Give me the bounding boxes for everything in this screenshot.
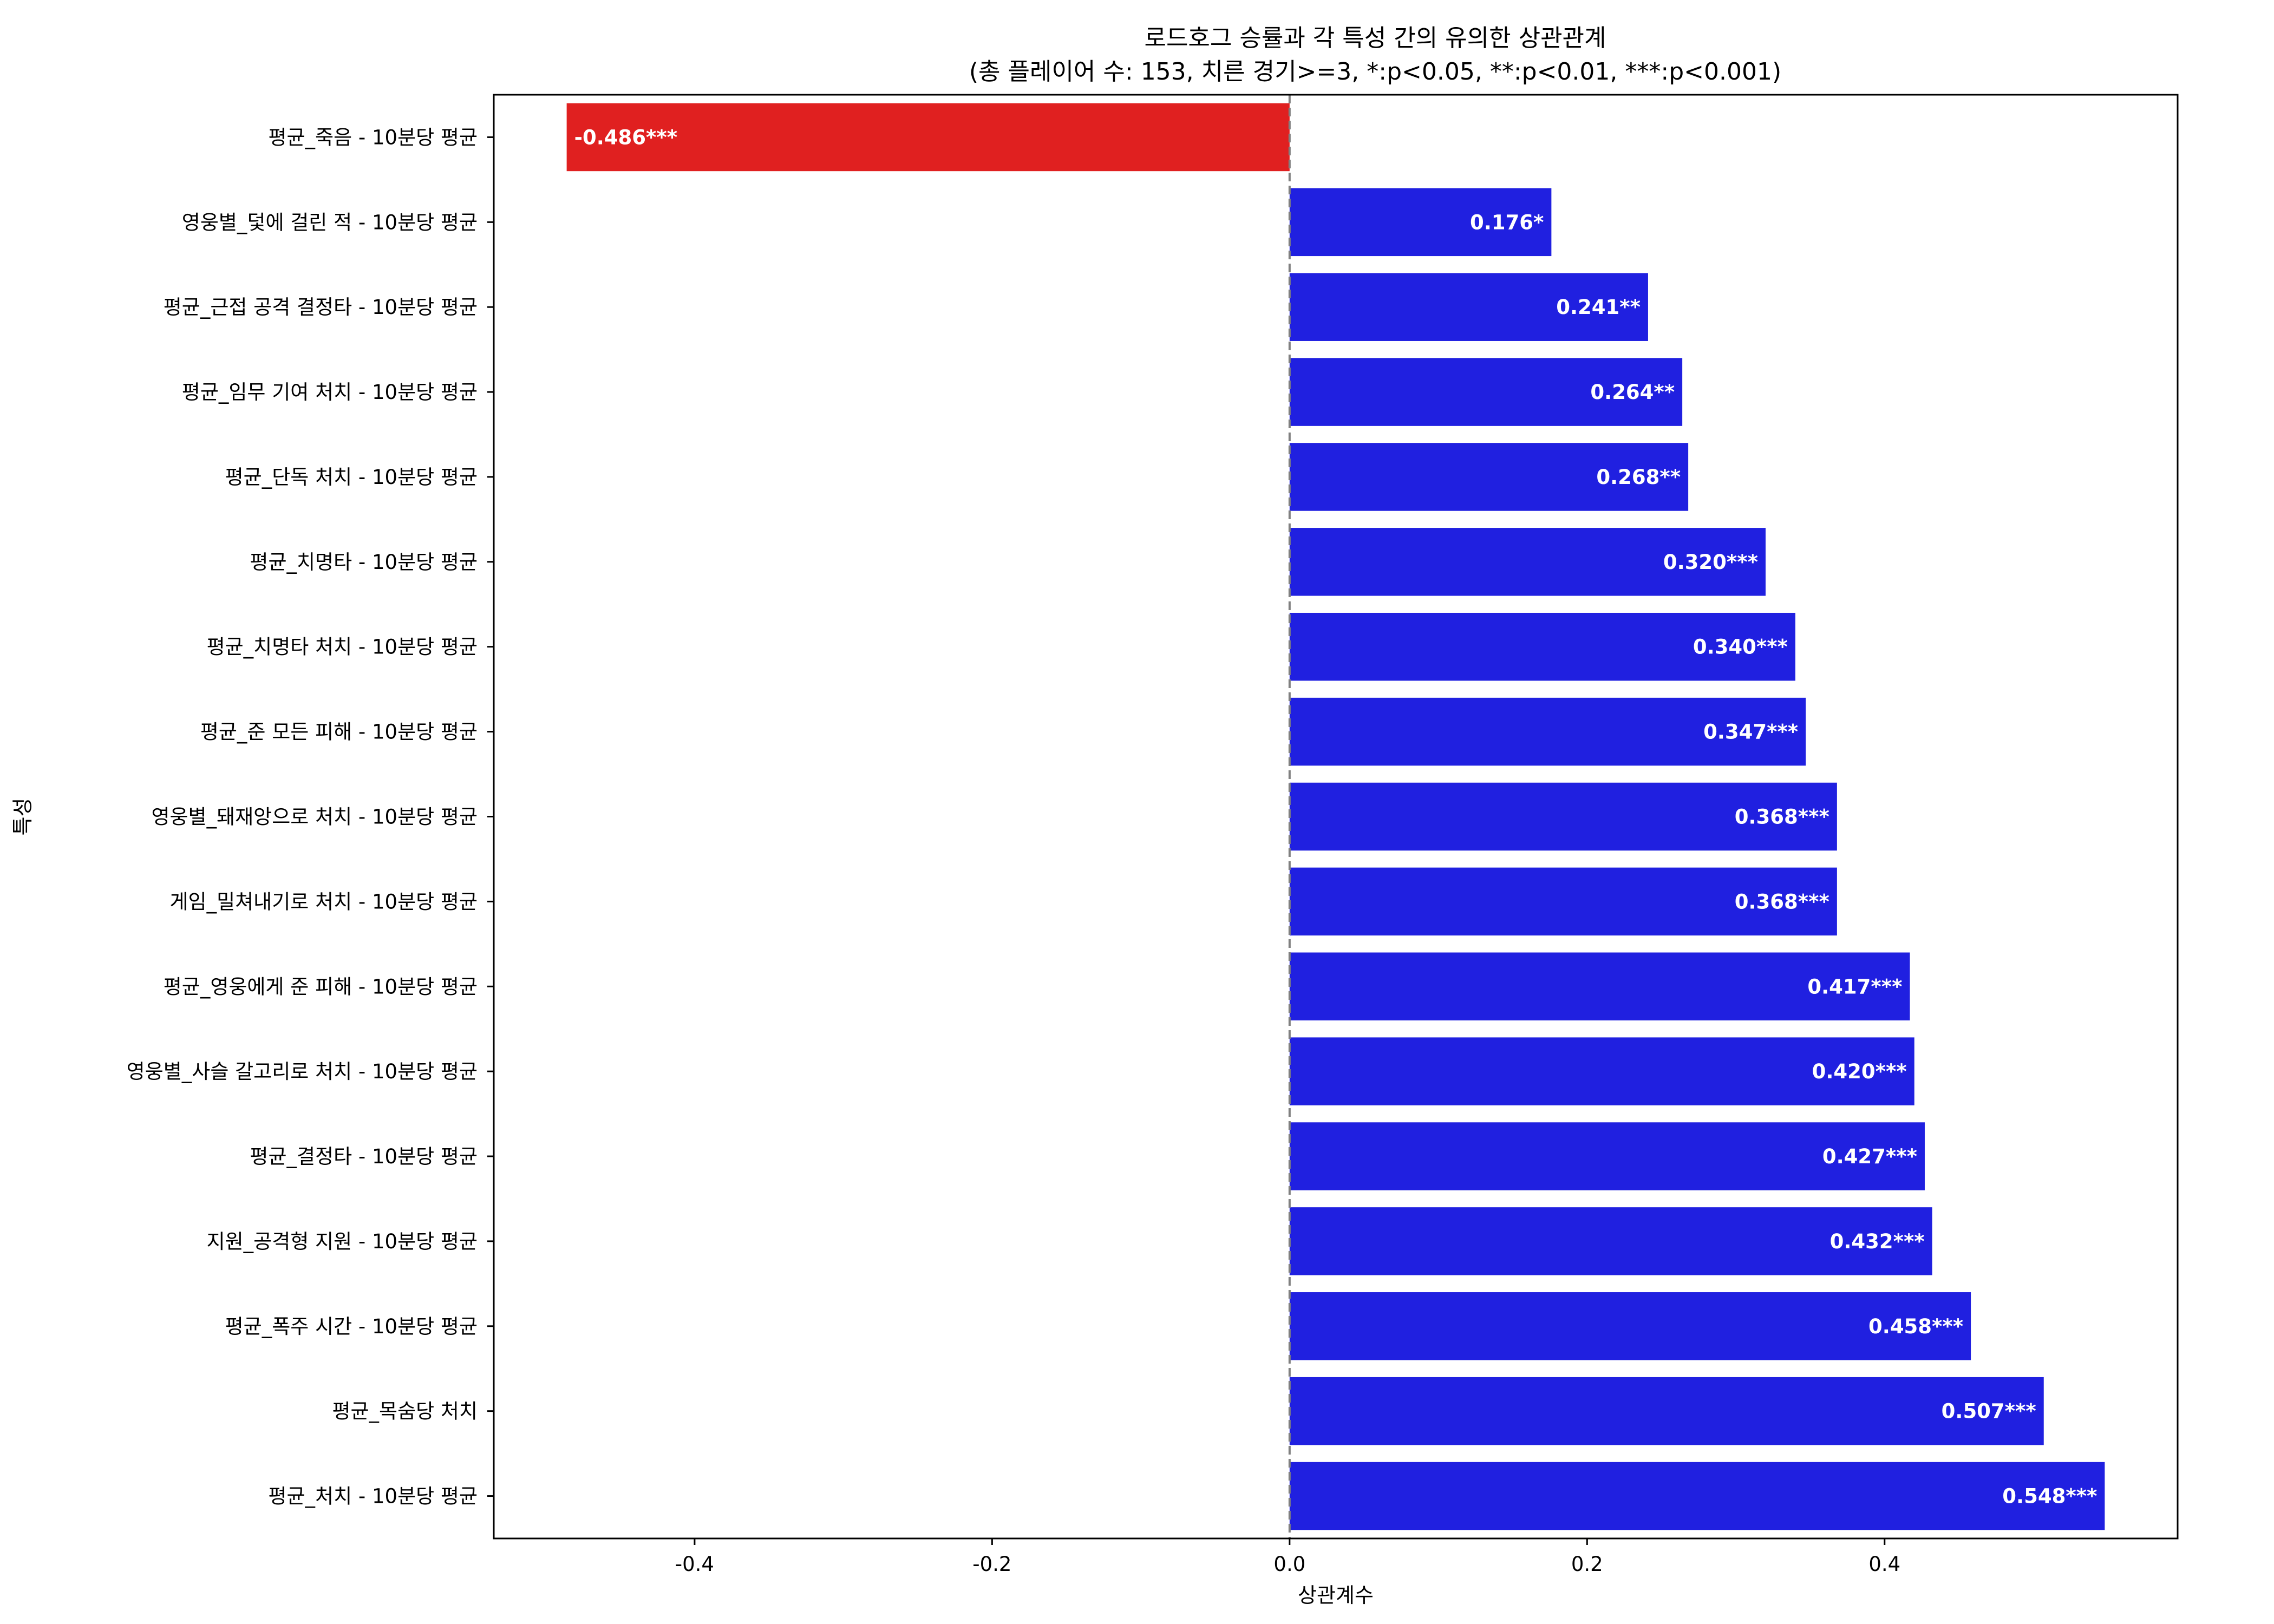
bar <box>1289 1377 2044 1445</box>
bar-value-label: 0.241** <box>1556 296 1641 319</box>
y-tick-label: 평균_치명타 처치 - 10분당 평균 <box>207 636 478 659</box>
bar-value-label: -0.486*** <box>574 126 677 149</box>
y-tick-label: 평균_임무 기여 처치 - 10분당 평균 <box>182 381 478 404</box>
bar-value-label: 0.507*** <box>1942 1400 2036 1423</box>
y-tick-label: 평균_치명타 - 10분당 평균 <box>250 551 478 574</box>
bar-value-label: 0.368*** <box>1735 890 1829 913</box>
bar-value-label: 0.340*** <box>1693 636 1788 659</box>
bar <box>1289 273 1648 341</box>
bar <box>1289 188 1552 257</box>
bar <box>1289 612 1795 681</box>
bar-value-label: 0.176* <box>1470 211 1544 234</box>
bar <box>1289 528 1766 596</box>
y-tick-label: 평균_죽음 - 10분당 평균 <box>268 126 478 149</box>
y-tick-label: 평균_단독 처치 - 10분당 평균 <box>225 466 478 489</box>
bar-value-label: 0.420*** <box>1812 1060 1907 1083</box>
bar-value-label: 0.347*** <box>1703 721 1798 744</box>
bar-value-label: 0.264** <box>1590 381 1675 404</box>
y-tick-label: 평균_폭주 시간 - 10분당 평균 <box>225 1315 478 1338</box>
y-tick-label: 평균_목숨당 처치 <box>332 1400 478 1423</box>
bar <box>1289 952 1910 1021</box>
y-tick-label: 지원_공격형 지원 - 10분당 평균 <box>207 1230 478 1253</box>
bar <box>1289 358 1683 426</box>
y-tick-label: 평균_처치 - 10분당 평균 <box>268 1485 478 1508</box>
y-tick-label: 영웅별_덫에 걸린 적 - 10분당 평균 <box>182 211 478 234</box>
x-tick-label: 0.4 <box>1868 1553 1900 1576</box>
bar <box>566 103 1290 172</box>
bar-value-label: 0.368*** <box>1735 806 1829 829</box>
bar <box>1289 1037 1914 1105</box>
x-tick-label: 0.0 <box>1273 1553 1305 1576</box>
y-tick-label: 평균_영웅에게 준 피해 - 10분당 평균 <box>164 975 478 998</box>
bar <box>1289 867 1837 936</box>
bar-value-label: 0.458*** <box>1868 1315 1963 1338</box>
bar <box>1289 443 1689 511</box>
bar <box>1289 1122 1925 1190</box>
chart-subtitle: (총 플레이어 수: 153, 치른 경기>=3, *:p<0.05, **:p… <box>969 58 1781 86</box>
bars-group <box>566 103 2105 1530</box>
y-tick-label: 영웅별_돼재앙으로 처치 - 10분당 평균 <box>151 806 478 829</box>
x-axis-label: 상관계수 <box>1298 1583 1374 1607</box>
bar-value-label: 0.427*** <box>1822 1145 1917 1168</box>
bar-value-label: 0.320*** <box>1663 551 1758 574</box>
y-tick-label: 게임_밀쳐내기로 처치 - 10분당 평균 <box>170 890 478 913</box>
y-axis-label: 특성 <box>11 798 35 836</box>
bar <box>1289 1292 1971 1360</box>
y-tick-label: 영웅별_사슬 갈고리로 처치 - 10분당 평균 <box>127 1060 478 1083</box>
x-axis: -0.4 -0.2 0.0 0.2 0.4 <box>675 1538 1900 1576</box>
bar <box>1289 1207 1932 1275</box>
x-tick-label: -0.4 <box>675 1553 714 1576</box>
y-tick-label: 평균_결정타 - 10분당 평균 <box>250 1145 478 1168</box>
bar-labels-group: -0.486*** 0.176* 0.241** 0.264** 0.268** 0.32… <box>574 126 2097 1508</box>
bar-value-label: 0.432*** <box>1830 1230 1925 1253</box>
bar <box>1289 1462 2105 1530</box>
x-tick-label: -0.2 <box>972 1553 1011 1576</box>
bar-value-label: 0.548*** <box>2002 1485 2097 1508</box>
bar-value-label: 0.268** <box>1596 466 1681 489</box>
x-tick-label: 0.2 <box>1571 1553 1603 1576</box>
y-tick-label: 평균_근접 공격 결정타 - 10분당 평균 <box>164 296 478 319</box>
bar <box>1289 782 1837 851</box>
bar <box>1289 697 1806 766</box>
chart-title: 로드호그 승률과 각 특성 간의 유의한 상관관계 <box>1144 24 1606 52</box>
y-tick-label: 평균_준 모든 피해 - 10분당 평균 <box>200 721 478 744</box>
bar-value-label: 0.417*** <box>1807 975 1902 998</box>
